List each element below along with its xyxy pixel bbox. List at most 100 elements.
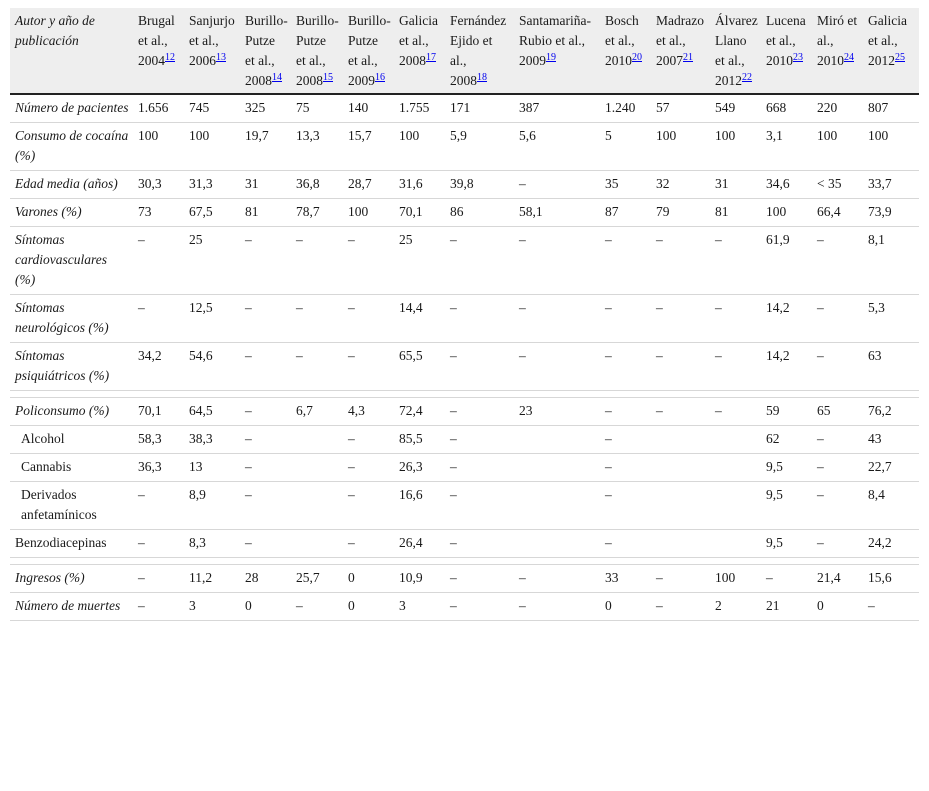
reference-link[interactable]: 14 <box>272 71 282 83</box>
column-header-line: et al., <box>868 33 898 48</box>
column-header-line: et al., <box>245 53 275 68</box>
reference-link[interactable]: 22 <box>742 71 752 83</box>
column-header-line: et al., <box>348 53 378 68</box>
column-header-line: et al., <box>189 33 219 48</box>
column-header-line: 2006 <box>189 53 216 68</box>
table-cell: 0 <box>343 592 394 621</box>
column-header-line: et al., <box>766 33 796 48</box>
table-cell: 0 <box>600 592 651 621</box>
table-cell: – <box>710 397 761 426</box>
column-header-line: et al., <box>715 53 745 68</box>
table-cell: 807 <box>863 93 919 123</box>
table-cell: 39,8 <box>445 170 514 199</box>
column-header: Burillo- Putze et al., 200814 <box>240 8 291 95</box>
table-cell: 9,5 <box>761 453 812 482</box>
column-header-line: Putze <box>245 33 275 48</box>
table-cell: 8,9 <box>184 481 240 530</box>
reference-link[interactable]: 17 <box>426 51 436 63</box>
table-cell: 30,3 <box>133 170 184 199</box>
reference-link[interactable]: 15 <box>323 71 333 83</box>
table-row: Derivados anfetamínicos –8,9– –16,6– –9,5–8… <box>10 481 919 530</box>
reference-link[interactable]: 13 <box>216 51 226 63</box>
table-cell: 31,6 <box>394 170 445 199</box>
column-header-line: Putze <box>348 33 378 48</box>
reference-link[interactable]: 24 <box>844 51 854 63</box>
spacer-cell <box>10 390 919 398</box>
table-cell: 35 <box>600 170 651 199</box>
table-row: Número de muertes –3 0–0 3– –0–2 21 0– <box>10 592 919 621</box>
table-cell: 28 <box>240 564 291 593</box>
column-header-line: Rubio et al., <box>519 33 585 48</box>
column-header-line: 2007 <box>656 53 683 68</box>
table-cell: 26,3 <box>394 453 445 482</box>
table-row: Alcohol 58,3 38,3– –85,5– –62–43 <box>10 425 919 454</box>
row-label: Varones (%) <box>10 198 133 227</box>
table-cell: – <box>445 453 514 482</box>
column-header-line: et al., <box>656 33 686 48</box>
column-header-line: Madrazo <box>656 13 704 28</box>
table-cell: 3 <box>184 592 240 621</box>
table-cell <box>514 453 600 482</box>
column-header-line: Brugal <box>138 13 175 28</box>
table-cell: – <box>651 592 710 621</box>
table-cell: 140 <box>343 93 394 123</box>
table-cell <box>651 481 710 530</box>
table-cell: 745 <box>184 93 240 123</box>
spacer-cell <box>10 557 919 565</box>
reference-link[interactable]: 12 <box>165 51 175 63</box>
row-label: Número de pacientes <box>10 93 133 123</box>
column-header-line: Bosch <box>605 13 639 28</box>
table-cell: 73 <box>133 198 184 227</box>
table-cell: 5,6 <box>514 122 600 171</box>
table-cell: 220 <box>812 93 863 123</box>
column-header-line: Burillo- <box>348 13 391 28</box>
table-cell: – <box>600 481 651 530</box>
column-header-line: 2009 <box>348 73 375 88</box>
table-cell: 67,5 <box>184 198 240 227</box>
column-header: Santamariña- Rubio et al., 200919 <box>514 8 600 95</box>
table-cell: 100 <box>133 122 184 171</box>
column-header-line: Santamariña- <box>519 13 591 28</box>
column-header-line: Álvarez <box>715 13 758 28</box>
table-cell: 36,8 <box>291 170 343 199</box>
table-cell: 70,1 <box>394 198 445 227</box>
table-cell: 24,2 <box>863 529 919 558</box>
table-cell: 10,9 <box>394 564 445 593</box>
table-cell: – <box>812 453 863 482</box>
row-label: Cannabis <box>10 453 133 482</box>
table-cell: – <box>343 294 394 343</box>
table-row: Síntomas psiquiátricos (%) 34,2 54,6– – –65,… <box>10 342 919 391</box>
table-cell: 100 <box>394 122 445 171</box>
table-cell: – <box>863 592 919 621</box>
table-cell: – <box>343 529 394 558</box>
reference-link[interactable]: 20 <box>632 51 642 63</box>
column-header-line: et al., <box>605 33 635 48</box>
table-row: Consumo de cocaína (%) 100 100 19,7 13,3 15,7… <box>10 122 919 171</box>
table-cell: 387 <box>514 93 600 123</box>
reference-link[interactable]: 21 <box>683 51 693 63</box>
table-cell <box>291 453 343 482</box>
table-cell: – <box>343 481 394 530</box>
reference-link[interactable]: 16 <box>375 71 385 83</box>
column-header-line: Sanjurjo <box>189 13 235 28</box>
table-cell: 28,7 <box>343 170 394 199</box>
reference-link[interactable]: 19 <box>546 51 556 63</box>
table-cell: – <box>291 294 343 343</box>
table-row: Ingresos (%) –11,2 28 25,7 0 10,9– –33–100–21,… <box>10 564 919 593</box>
column-header-line: Llano <box>715 33 747 48</box>
row-label: Derivados anfetamínicos <box>10 481 133 530</box>
table-cell: 65,5 <box>394 342 445 391</box>
column-header: Álvarez Llano et al., 201222 <box>710 8 761 95</box>
table-row: Edad media (años) 30,3 31,3 31 36,8 28,7 31,6 3… <box>10 170 919 199</box>
column-header-line: Putze <box>296 33 326 48</box>
table-cell: 58,1 <box>514 198 600 227</box>
table-cell: 13,3 <box>291 122 343 171</box>
table-cell: – <box>514 342 600 391</box>
column-header: Lucena et al., 201023 <box>761 8 812 95</box>
table-cell <box>514 425 600 454</box>
reference-link[interactable]: 23 <box>793 51 803 63</box>
reference-link[interactable]: 25 <box>895 51 905 63</box>
header-row: Autor y año de publicación Brugal et al.,… <box>10 8 919 95</box>
reference-link[interactable]: 18 <box>477 71 487 83</box>
header-label-cell: Autor y año de publicación <box>10 8 133 95</box>
